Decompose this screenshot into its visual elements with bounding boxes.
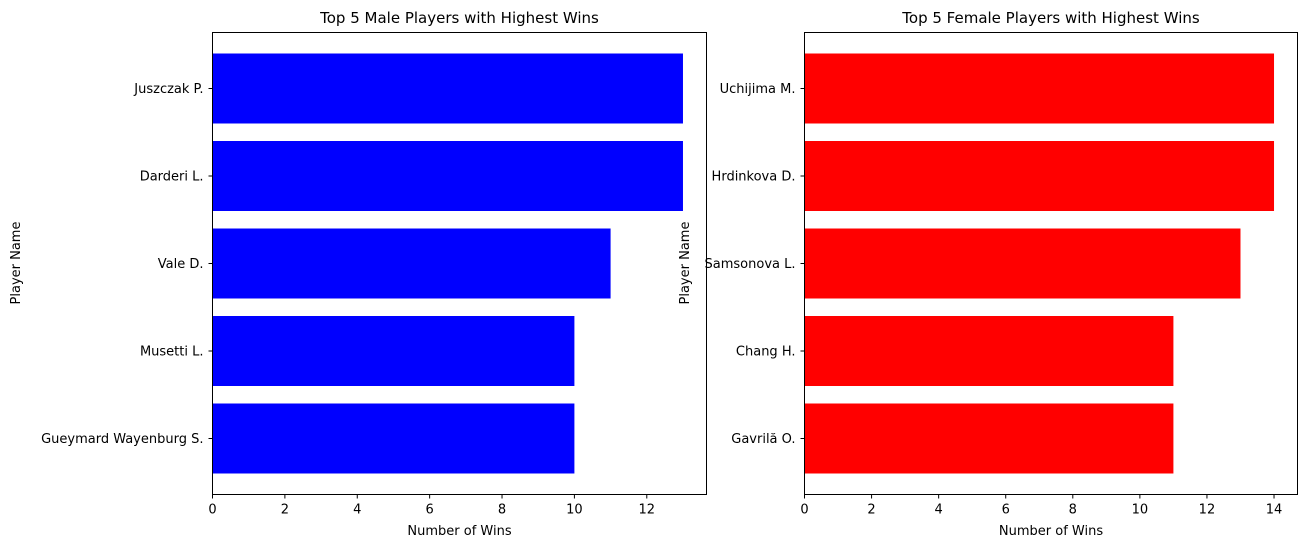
- male-bar: [212, 228, 611, 299]
- male-x-tick-label: 10: [566, 503, 583, 518]
- female-y-tick-label: Samsonova L.: [705, 257, 796, 272]
- male-x-tick-label: 0: [208, 503, 216, 518]
- male-x-tick-label: 4: [353, 503, 361, 518]
- male-x-tick-label: 8: [498, 503, 506, 518]
- male-bar: [212, 141, 683, 211]
- female-chart-title: Top 5 Female Players with Highest Wins: [901, 9, 1200, 27]
- male-y-tick-label: Musetti L.: [140, 345, 204, 360]
- male-y-tick-label: Juszczak P.: [133, 82, 203, 97]
- male-chart-title: Top 5 Male Players with Highest Wins: [319, 9, 599, 27]
- male-y-tick-label: Darderi L.: [140, 170, 204, 185]
- female-players-chart: Top 5 Female Players with Highest Wins 0…: [678, 9, 1298, 539]
- female-y-tick-label: Chang H.: [736, 345, 796, 360]
- female-x-tick-label: 2: [867, 503, 875, 518]
- female-plot-area: [804, 32, 1298, 495]
- female-y-tick-label: Gavrilă O.: [731, 432, 795, 447]
- female-y-tick-label: Hrdinkova D.: [712, 170, 796, 185]
- female-bar: [804, 141, 1275, 211]
- female-bar: [804, 316, 1174, 386]
- male-y-tick-label: Gueymard Wayenburg S.: [41, 432, 203, 447]
- female-x-tick-label: 8: [1069, 503, 1077, 518]
- male-players-chart: Top 5 Male Players with Highest Wins 0 2 4…: [9, 9, 707, 539]
- female-bar: [804, 403, 1174, 474]
- male-bar: [212, 316, 575, 386]
- male-y-tick-label: Vale D.: [158, 257, 204, 272]
- female-x-tick-label: 10: [1132, 503, 1149, 518]
- female-y-tick-label: Uchijima M.: [720, 82, 796, 97]
- female-x-axis-label: Number of Wins: [999, 524, 1103, 539]
- male-bar: [212, 53, 683, 124]
- male-x-axis-label: Number of Wins: [407, 524, 511, 539]
- female-x-tick-label: 14: [1266, 503, 1283, 518]
- male-y-axis-label: Player Name: [9, 222, 24, 305]
- female-y-axis-label: Player Name: [678, 222, 693, 305]
- female-x-tick-label: 4: [935, 503, 943, 518]
- female-x-tick-label: 12: [1199, 503, 1216, 518]
- female-x-tick-label: 6: [1002, 503, 1010, 518]
- male-x-tick-label: 12: [639, 503, 656, 518]
- male-x-tick-label: 6: [426, 503, 434, 518]
- female-bar: [804, 228, 1241, 299]
- male-x-tick-label: 2: [281, 503, 289, 518]
- female-bar: [804, 53, 1275, 124]
- female-x-tick-label: 0: [800, 503, 808, 518]
- male-plot-area: [212, 32, 707, 495]
- male-bar: [212, 403, 575, 474]
